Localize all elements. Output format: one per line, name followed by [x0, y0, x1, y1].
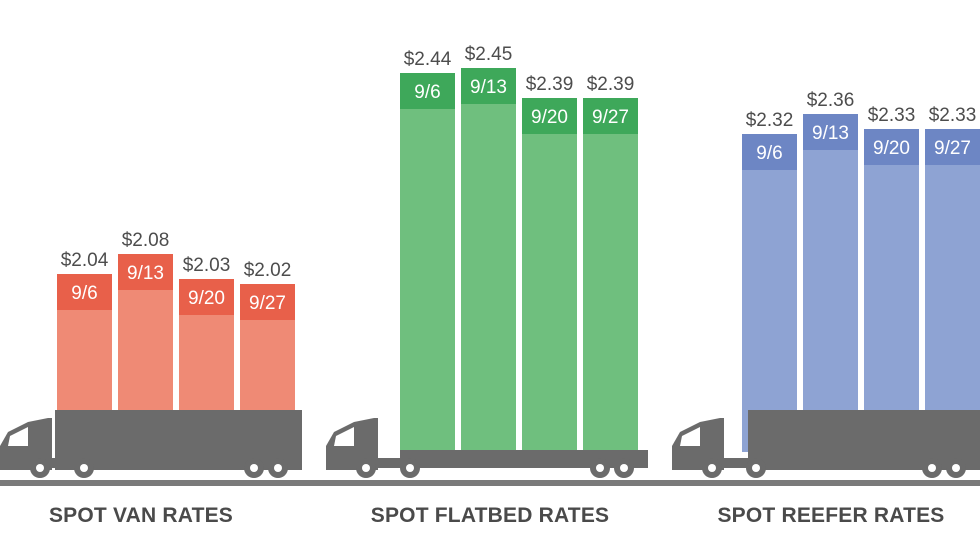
value-label-van-4: $2.02: [244, 260, 292, 281]
bar-band-reefer-4: [925, 129, 980, 165]
wheel-front-van-hub: [36, 464, 44, 472]
chassis-van: [0, 458, 302, 468]
value-label-flatbed-2: $2.45: [465, 44, 513, 65]
truck-window-van: [8, 427, 28, 446]
chassis-reefer: [672, 458, 980, 468]
bar-band-van-2: [118, 254, 173, 290]
bar-band-flatbed-3: [522, 98, 577, 134]
date-label-reefer-2: 9/13: [812, 123, 849, 144]
wheel-rear1-flatbed-hub: [596, 464, 604, 472]
wheel-mid-reefer-hub: [752, 464, 760, 472]
group-title-flatbed: SPOT FLATBED RATES: [370, 504, 610, 527]
bar-band-van-3: [179, 279, 234, 315]
value-label-flatbed-1: $2.44: [404, 49, 452, 70]
value-label-van-2: $2.08: [122, 230, 170, 251]
bar-flatbed-2: [461, 68, 516, 452]
group-title-van: SPOT VAN RATES: [48, 504, 234, 527]
chassis-flatbed: [326, 458, 648, 468]
bar-reefer-2: [803, 114, 858, 452]
group-title-reefer: SPOT REEFER RATES: [717, 504, 945, 527]
date-label-reefer-4: 9/27: [934, 138, 971, 159]
bar-band-reefer-3: [864, 129, 919, 165]
wheel-rear2-van-hub: [274, 464, 282, 472]
date-label-reefer-3: 9/20: [873, 138, 910, 159]
wheel-mid-flatbed-hub: [406, 464, 414, 472]
date-label-van-2: 9/13: [127, 263, 164, 284]
value-label-reefer-3: $2.33: [868, 105, 916, 126]
value-label-van-1: $2.04: [61, 250, 109, 271]
value-label-reefer-2: $2.36: [807, 90, 855, 111]
bar-flatbed-4: [583, 98, 638, 452]
date-label-flatbed-4: 9/27: [592, 107, 629, 128]
bar-band-van-4: [240, 284, 295, 320]
bar-band-van-1: [57, 274, 112, 310]
date-label-reefer-1: 9/6: [756, 143, 782, 164]
bar-band-flatbed-4: [583, 98, 638, 134]
date-label-flatbed-1: 9/6: [414, 82, 440, 103]
bar-band-flatbed-1: [400, 73, 455, 109]
value-label-flatbed-3: $2.39: [526, 74, 574, 95]
bar-reefer-4: [925, 129, 980, 452]
wheel-rear2-reefer-hub: [952, 464, 960, 472]
bar-flatbed-3: [522, 98, 577, 452]
bar-reefer-3: [864, 129, 919, 452]
wheel-rear1-reefer-hub: [928, 464, 936, 472]
wheel-front-flatbed-hub: [362, 464, 370, 472]
value-label-reefer-1: $2.32: [746, 110, 794, 131]
truck-window-flatbed: [334, 427, 354, 446]
truck-window-reefer: [680, 427, 700, 446]
wheel-rear1-van-hub: [250, 464, 258, 472]
value-label-flatbed-4: $2.39: [587, 74, 635, 95]
bar-band-reefer-1: [742, 134, 797, 170]
wheel-rear2-flatbed-hub: [620, 464, 628, 472]
bar-band-flatbed-2: [461, 68, 516, 104]
bar-band-reefer-2: [803, 114, 858, 150]
bar-flatbed-1: [400, 73, 455, 452]
road-line: [0, 480, 980, 486]
wheel-front-reefer-hub: [708, 464, 716, 472]
bar-reefer-1: [742, 134, 797, 452]
date-label-flatbed-3: 9/20: [531, 107, 568, 128]
value-label-reefer-4: $2.33: [929, 105, 977, 126]
date-label-van-3: 9/20: [188, 288, 225, 309]
wheel-mid-van-hub: [80, 464, 88, 472]
date-label-van-4: 9/27: [249, 293, 286, 314]
value-label-van-3: $2.03: [183, 255, 231, 276]
date-label-van-1: 9/6: [71, 283, 97, 304]
date-label-flatbed-2: 9/13: [470, 77, 507, 98]
